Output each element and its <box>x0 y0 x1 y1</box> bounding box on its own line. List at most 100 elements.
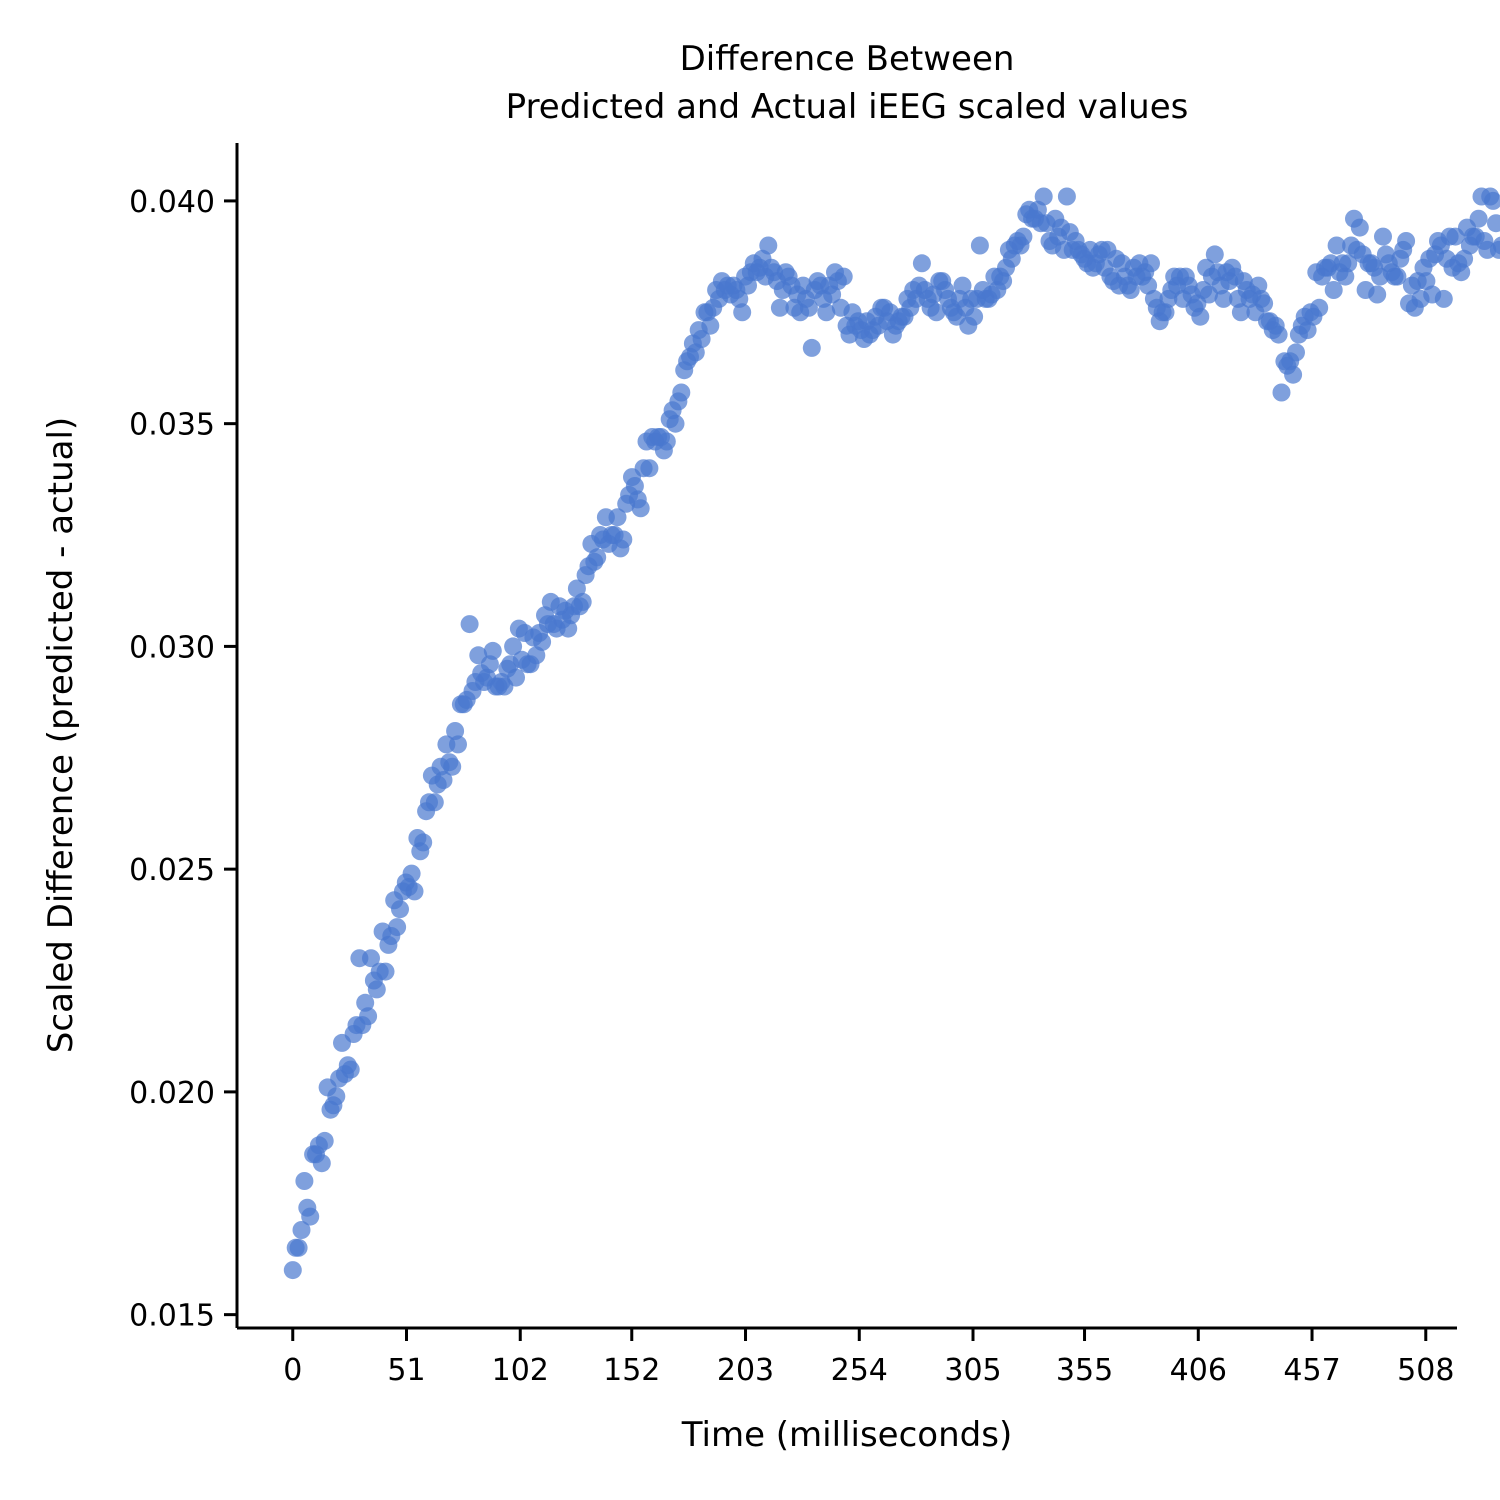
data-point <box>1339 254 1358 273</box>
data-point <box>483 641 502 660</box>
x-tick-label: 457 <box>1283 1353 1340 1388</box>
axes: 0 51 102 152 203 254 305 355 406 457 508 0.015 0.020… <box>129 143 1457 1388</box>
data-point <box>1255 294 1274 313</box>
data-point <box>657 432 676 451</box>
data-point <box>1156 303 1175 322</box>
data-point <box>1397 232 1416 250</box>
data-point <box>625 477 644 495</box>
y-tick-label: 0.040 <box>129 185 215 220</box>
data-point <box>640 459 659 478</box>
data-point <box>376 962 395 981</box>
data-point <box>295 1172 314 1190</box>
x-tick-label: 508 <box>1397 1353 1454 1388</box>
y-axis-label: Scaled Difference (predicted - actual) <box>41 417 81 1053</box>
data-point <box>970 236 989 255</box>
y-tick-label: 0.030 <box>129 630 215 665</box>
data-point <box>1231 303 1250 322</box>
data-point <box>730 289 749 308</box>
data-points <box>283 187 1500 1280</box>
chart-title: Difference Between Predicted and Actual i… <box>506 39 1189 127</box>
data-point <box>507 668 525 687</box>
x-tick-label: 203 <box>717 1353 774 1388</box>
x-tick-label: 102 <box>492 1353 549 1388</box>
data-point <box>341 1060 360 1079</box>
data-point <box>559 619 578 638</box>
data-point <box>1452 263 1471 282</box>
y-tick-label: 0.015 <box>129 1299 215 1334</box>
y-tick-label: 0.020 <box>129 1076 215 1111</box>
data-point <box>1272 383 1291 402</box>
data-point <box>1487 214 1500 233</box>
x-tick-label: 254 <box>831 1353 888 1388</box>
data-point <box>614 530 633 549</box>
data-point <box>434 771 453 789</box>
data-point <box>315 1131 334 1150</box>
data-point <box>1191 307 1210 326</box>
data-point <box>739 276 757 295</box>
data-point <box>533 632 552 651</box>
data-point <box>631 499 650 518</box>
data-point <box>965 307 984 326</box>
data-point <box>425 793 444 812</box>
data-point <box>692 330 711 348</box>
y-tick-label: 0.035 <box>129 408 215 443</box>
data-point <box>1388 267 1407 286</box>
data-point <box>1374 227 1392 246</box>
data-point <box>301 1207 320 1226</box>
data-point <box>912 254 931 273</box>
data-point <box>1269 325 1288 344</box>
data-point <box>759 236 778 255</box>
data-point <box>672 383 691 402</box>
data-point <box>1057 187 1076 206</box>
data-point <box>388 918 407 937</box>
x-tick-label: 0 <box>283 1353 302 1388</box>
data-point <box>1014 227 1033 246</box>
data-point <box>402 864 421 883</box>
data-point <box>1327 236 1346 255</box>
data-point <box>1034 187 1053 206</box>
data-point <box>292 1221 311 1239</box>
data-point <box>362 949 380 968</box>
data-point <box>1368 285 1387 304</box>
data-point <box>443 757 462 776</box>
data-point <box>1142 254 1160 273</box>
data-point <box>1484 191 1500 210</box>
data-point <box>666 414 685 433</box>
data-point <box>573 592 592 611</box>
data-point <box>608 508 627 527</box>
data-point <box>283 1261 302 1280</box>
y-tick-label: 0.025 <box>129 853 215 888</box>
data-point <box>799 298 818 317</box>
data-point <box>367 980 386 999</box>
data-point <box>1324 281 1343 299</box>
data-point <box>1205 245 1224 264</box>
data-point <box>449 735 467 754</box>
data-point <box>1214 289 1233 308</box>
data-point <box>391 900 409 919</box>
x-tick-label: 51 <box>387 1353 425 1388</box>
data-point <box>927 303 946 322</box>
data-point <box>327 1087 346 1106</box>
data-point <box>953 276 972 295</box>
data-point <box>460 615 479 634</box>
data-point <box>1287 343 1305 362</box>
data-point <box>817 303 836 322</box>
x-tick-label: 305 <box>944 1353 1001 1388</box>
data-point <box>446 722 465 740</box>
data-point <box>405 882 424 901</box>
data-point <box>1492 236 1500 255</box>
data-point <box>1310 298 1329 317</box>
chart-title-line: Difference Between <box>680 39 1015 79</box>
data-point <box>359 1007 378 1026</box>
data-point <box>1434 289 1453 308</box>
data-point <box>834 267 853 286</box>
data-point <box>770 298 789 317</box>
data-point <box>701 316 720 335</box>
x-axis-label: Time (milliseconds) <box>681 1415 1012 1455</box>
data-point <box>588 548 607 567</box>
data-point <box>504 637 523 656</box>
data-point <box>733 303 752 322</box>
data-point <box>414 833 433 852</box>
data-point <box>356 993 375 1012</box>
